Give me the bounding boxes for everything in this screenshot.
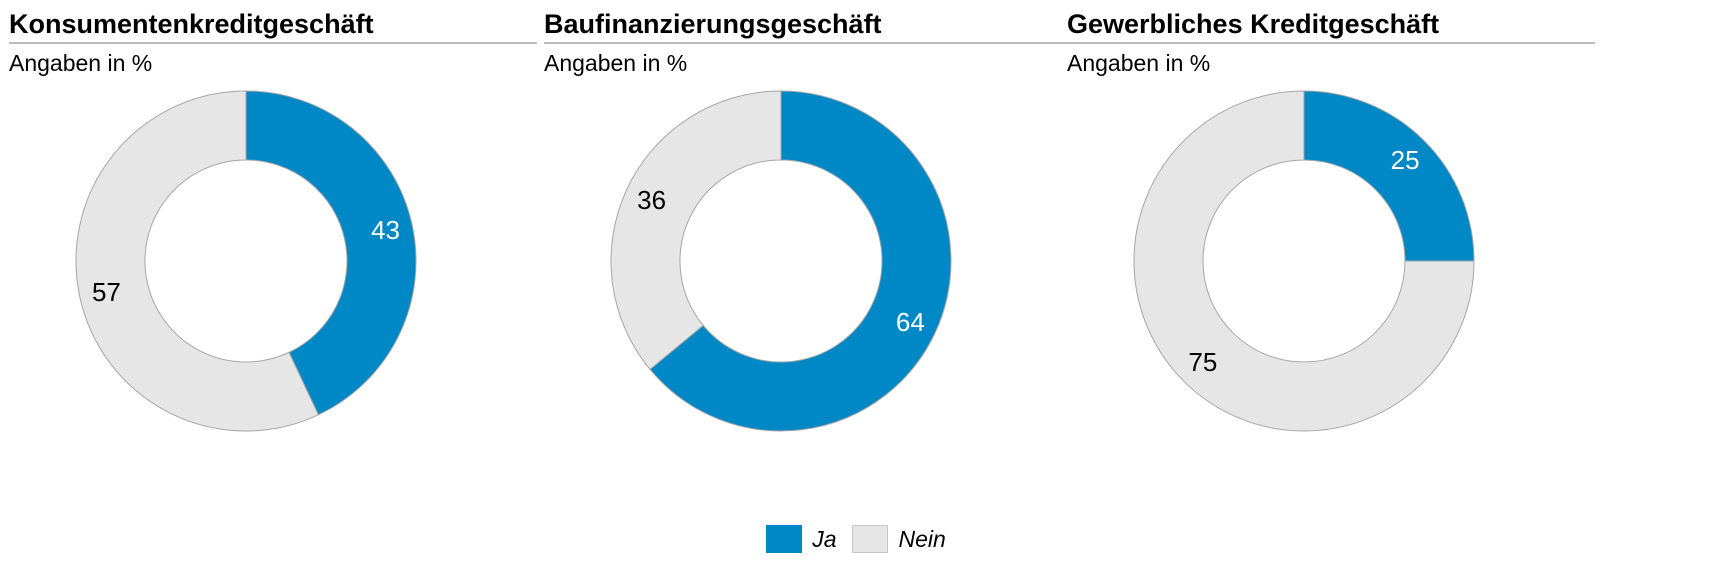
chart-subtitle: Angaben in % — [544, 50, 688, 76]
donut-slice-ja — [649, 90, 952, 432]
donut-slice-nein — [610, 90, 782, 371]
chart-title: Konsumentenkreditgeschäft — [9, 9, 374, 39]
legend-label: Nein — [898, 526, 946, 552]
title-divider — [9, 42, 537, 44]
donut-slice-nein — [1133, 90, 1475, 432]
chart-title: Gewerbliches Kreditgeschäft — [1067, 9, 1440, 39]
slice-value-label: 36 — [637, 185, 666, 215]
chart-title: Baufinanzierungsgeschäft — [544, 9, 882, 39]
donut-slice-nein — [75, 90, 320, 432]
donut-chart: 25 75 — [1133, 90, 1475, 432]
chart-panel-gewerblich: Gewerbliches Kreditgeschäft Angaben in %… — [1067, 0, 1597, 480]
slice-value-label: 43 — [371, 215, 400, 245]
donut-chart: 64 36 — [610, 90, 952, 432]
title-divider — [544, 42, 1072, 44]
chart-legend: Ja Nein — [0, 524, 1712, 554]
chart-panel-konsumentenkredit: Konsumentenkreditgeschäft Angaben in % 4… — [9, 0, 539, 480]
slice-value-label: 57 — [92, 277, 121, 307]
legend-swatch-nein — [852, 525, 889, 553]
legend-swatch-ja — [766, 525, 803, 553]
chart-subtitle: Angaben in % — [1067, 50, 1211, 76]
slice-value-label: 75 — [1188, 347, 1217, 377]
donut-chart: 43 57 — [75, 90, 417, 432]
donut-slice-ja — [245, 90, 417, 416]
title-divider — [1067, 42, 1595, 44]
chart-panel-baufinanzierung: Baufinanzierungsgeschäft Angaben in % 64… — [544, 0, 1074, 480]
donut-slice-ja — [1303, 90, 1475, 262]
slice-value-label: 25 — [1391, 145, 1420, 175]
slice-value-label: 64 — [896, 307, 925, 337]
legend-item-nein: Nein — [852, 525, 946, 553]
legend-item-ja: Ja — [766, 525, 836, 553]
legend-label: Ja — [812, 526, 837, 552]
chart-subtitle: Angaben in % — [9, 50, 153, 76]
